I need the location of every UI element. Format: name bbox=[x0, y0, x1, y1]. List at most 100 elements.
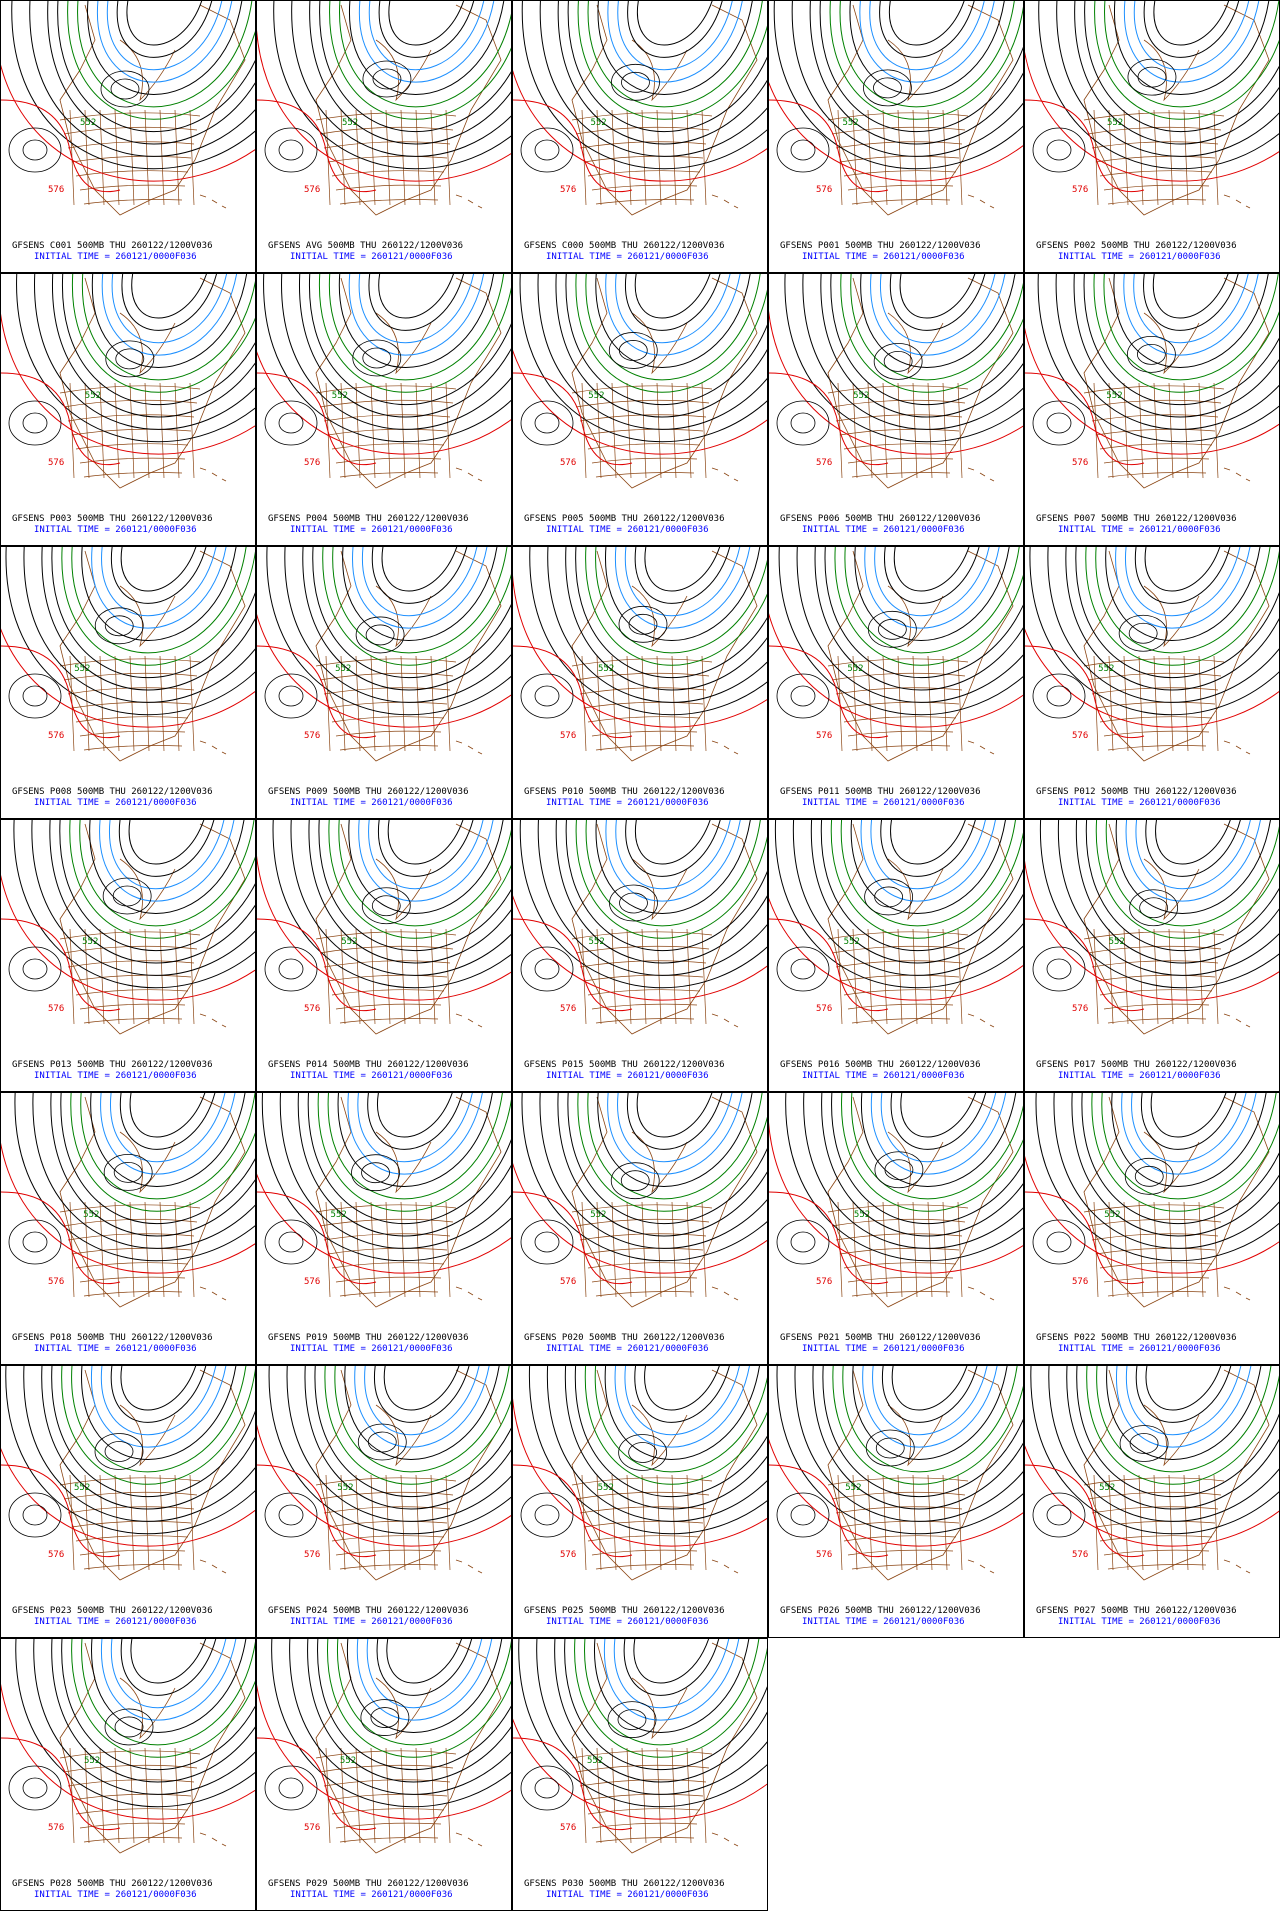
height-contour bbox=[615, 820, 731, 890]
map-outline bbox=[385, 382, 391, 479]
high-contour bbox=[1032, 1492, 1086, 1538]
map-outline bbox=[1183, 109, 1189, 206]
map-outline bbox=[711, 467, 739, 482]
height-contour bbox=[1106, 1366, 1262, 1460]
map-outline bbox=[430, 382, 436, 479]
height-contour bbox=[116, 1, 213, 58]
panel-init-time: INITIAL TIME = 260121/0000F036 bbox=[1058, 798, 1221, 808]
height-contour bbox=[81, 547, 237, 641]
map-outline bbox=[159, 1747, 165, 1844]
map-outline bbox=[1213, 382, 1219, 479]
map-outline bbox=[83, 199, 183, 205]
height-contour bbox=[1133, 1, 1250, 71]
high-contour bbox=[8, 400, 62, 446]
map-outline bbox=[1198, 1474, 1204, 1571]
map-area bbox=[257, 1, 511, 216]
panel-border bbox=[256, 0, 512, 273]
low-contour bbox=[1128, 622, 1158, 644]
height-contour bbox=[634, 1366, 730, 1423]
height-contour bbox=[299, 274, 511, 418]
map-outline bbox=[591, 1276, 698, 1283]
map-outline bbox=[867, 109, 873, 206]
map-outline bbox=[174, 655, 180, 752]
high-contour bbox=[264, 1219, 318, 1265]
map-outline bbox=[83, 1018, 183, 1024]
panel-title: GFSENS P003 500MB THU 260122/1200V036 bbox=[12, 514, 212, 524]
contour-label: 576 bbox=[816, 185, 832, 195]
map-outline bbox=[1153, 1201, 1159, 1298]
map-outline bbox=[1095, 1247, 1216, 1255]
map-outline bbox=[445, 655, 451, 752]
low-contour bbox=[867, 610, 917, 648]
map-outline bbox=[455, 740, 483, 755]
map-outline bbox=[671, 1201, 677, 1298]
map-outline bbox=[327, 974, 448, 982]
map-outline bbox=[686, 655, 692, 752]
map-outline bbox=[1123, 1474, 1129, 1571]
height-contour bbox=[1115, 547, 1251, 629]
map-outline bbox=[583, 974, 704, 982]
low-contour bbox=[355, 616, 405, 654]
map-outline bbox=[847, 730, 954, 737]
height-contour bbox=[1048, 1366, 1279, 1522]
height-contour bbox=[1116, 1366, 1252, 1448]
map-outline bbox=[852, 655, 858, 752]
height-contour bbox=[890, 1093, 987, 1150]
map-outline bbox=[174, 382, 180, 479]
height-contour bbox=[268, 1366, 511, 1535]
contour-label: 552 bbox=[85, 391, 101, 401]
height-contour bbox=[1025, 372, 1145, 466]
contour-label: 552 bbox=[341, 937, 357, 947]
high-contour bbox=[8, 1765, 62, 1811]
map-outline bbox=[671, 655, 677, 752]
map-outline bbox=[67, 1779, 195, 1787]
map-outline bbox=[912, 928, 918, 1025]
panel-border bbox=[1024, 1365, 1280, 1638]
map-panel: 576 552 GFSENS P016 500MB THU 260122/1200V… bbox=[768, 819, 1024, 1092]
low-contour bbox=[362, 347, 392, 369]
map-outline bbox=[847, 1549, 954, 1556]
high-contour bbox=[22, 1504, 48, 1526]
map-outline bbox=[897, 655, 903, 752]
height-contour bbox=[839, 1, 1015, 108]
height-contour bbox=[784, 274, 1023, 443]
height-contour bbox=[776, 1366, 1023, 1535]
height-contour bbox=[51, 547, 255, 679]
map-outline bbox=[1103, 184, 1210, 191]
map-outline bbox=[1168, 382, 1174, 479]
height-contour bbox=[625, 820, 721, 877]
height-contour bbox=[869, 1, 985, 71]
height-contour bbox=[1025, 1464, 1145, 1558]
map-outline bbox=[882, 1474, 888, 1571]
map-outline bbox=[385, 109, 391, 206]
height-contour bbox=[521, 1093, 767, 1262]
height-contour bbox=[1076, 820, 1279, 964]
map-outline bbox=[189, 928, 195, 1025]
height-contour bbox=[880, 1093, 997, 1163]
height-contour bbox=[567, 1093, 767, 1225]
height-contour bbox=[1, 1191, 121, 1285]
map-outline bbox=[174, 928, 180, 1025]
map-outline bbox=[400, 1201, 406, 1298]
map-outline bbox=[1103, 1003, 1210, 1010]
map-panel: 576 552 GFSENS AVG 500MB THU 260122/1200V0… bbox=[256, 0, 512, 273]
map-outline bbox=[375, 585, 432, 648]
height-contour bbox=[120, 1366, 197, 1411]
contour-label: 552 bbox=[1098, 664, 1114, 674]
height-contour bbox=[860, 820, 996, 902]
map-outline bbox=[686, 1747, 692, 1844]
height-contour bbox=[15, 1639, 255, 1808]
height-contour bbox=[537, 274, 767, 430]
contour-label: 552 bbox=[342, 118, 358, 128]
map-area bbox=[1, 1, 255, 216]
contour-label: 576 bbox=[1072, 1004, 1088, 1014]
map-outline bbox=[711, 1832, 739, 1847]
map-outline bbox=[1183, 1474, 1189, 1571]
height-contour bbox=[521, 1, 767, 170]
height-contour bbox=[565, 547, 767, 691]
high-contour bbox=[22, 139, 48, 161]
height-contour bbox=[872, 1366, 988, 1436]
map-area bbox=[769, 820, 1023, 1035]
height-contour bbox=[1076, 1366, 1279, 1498]
